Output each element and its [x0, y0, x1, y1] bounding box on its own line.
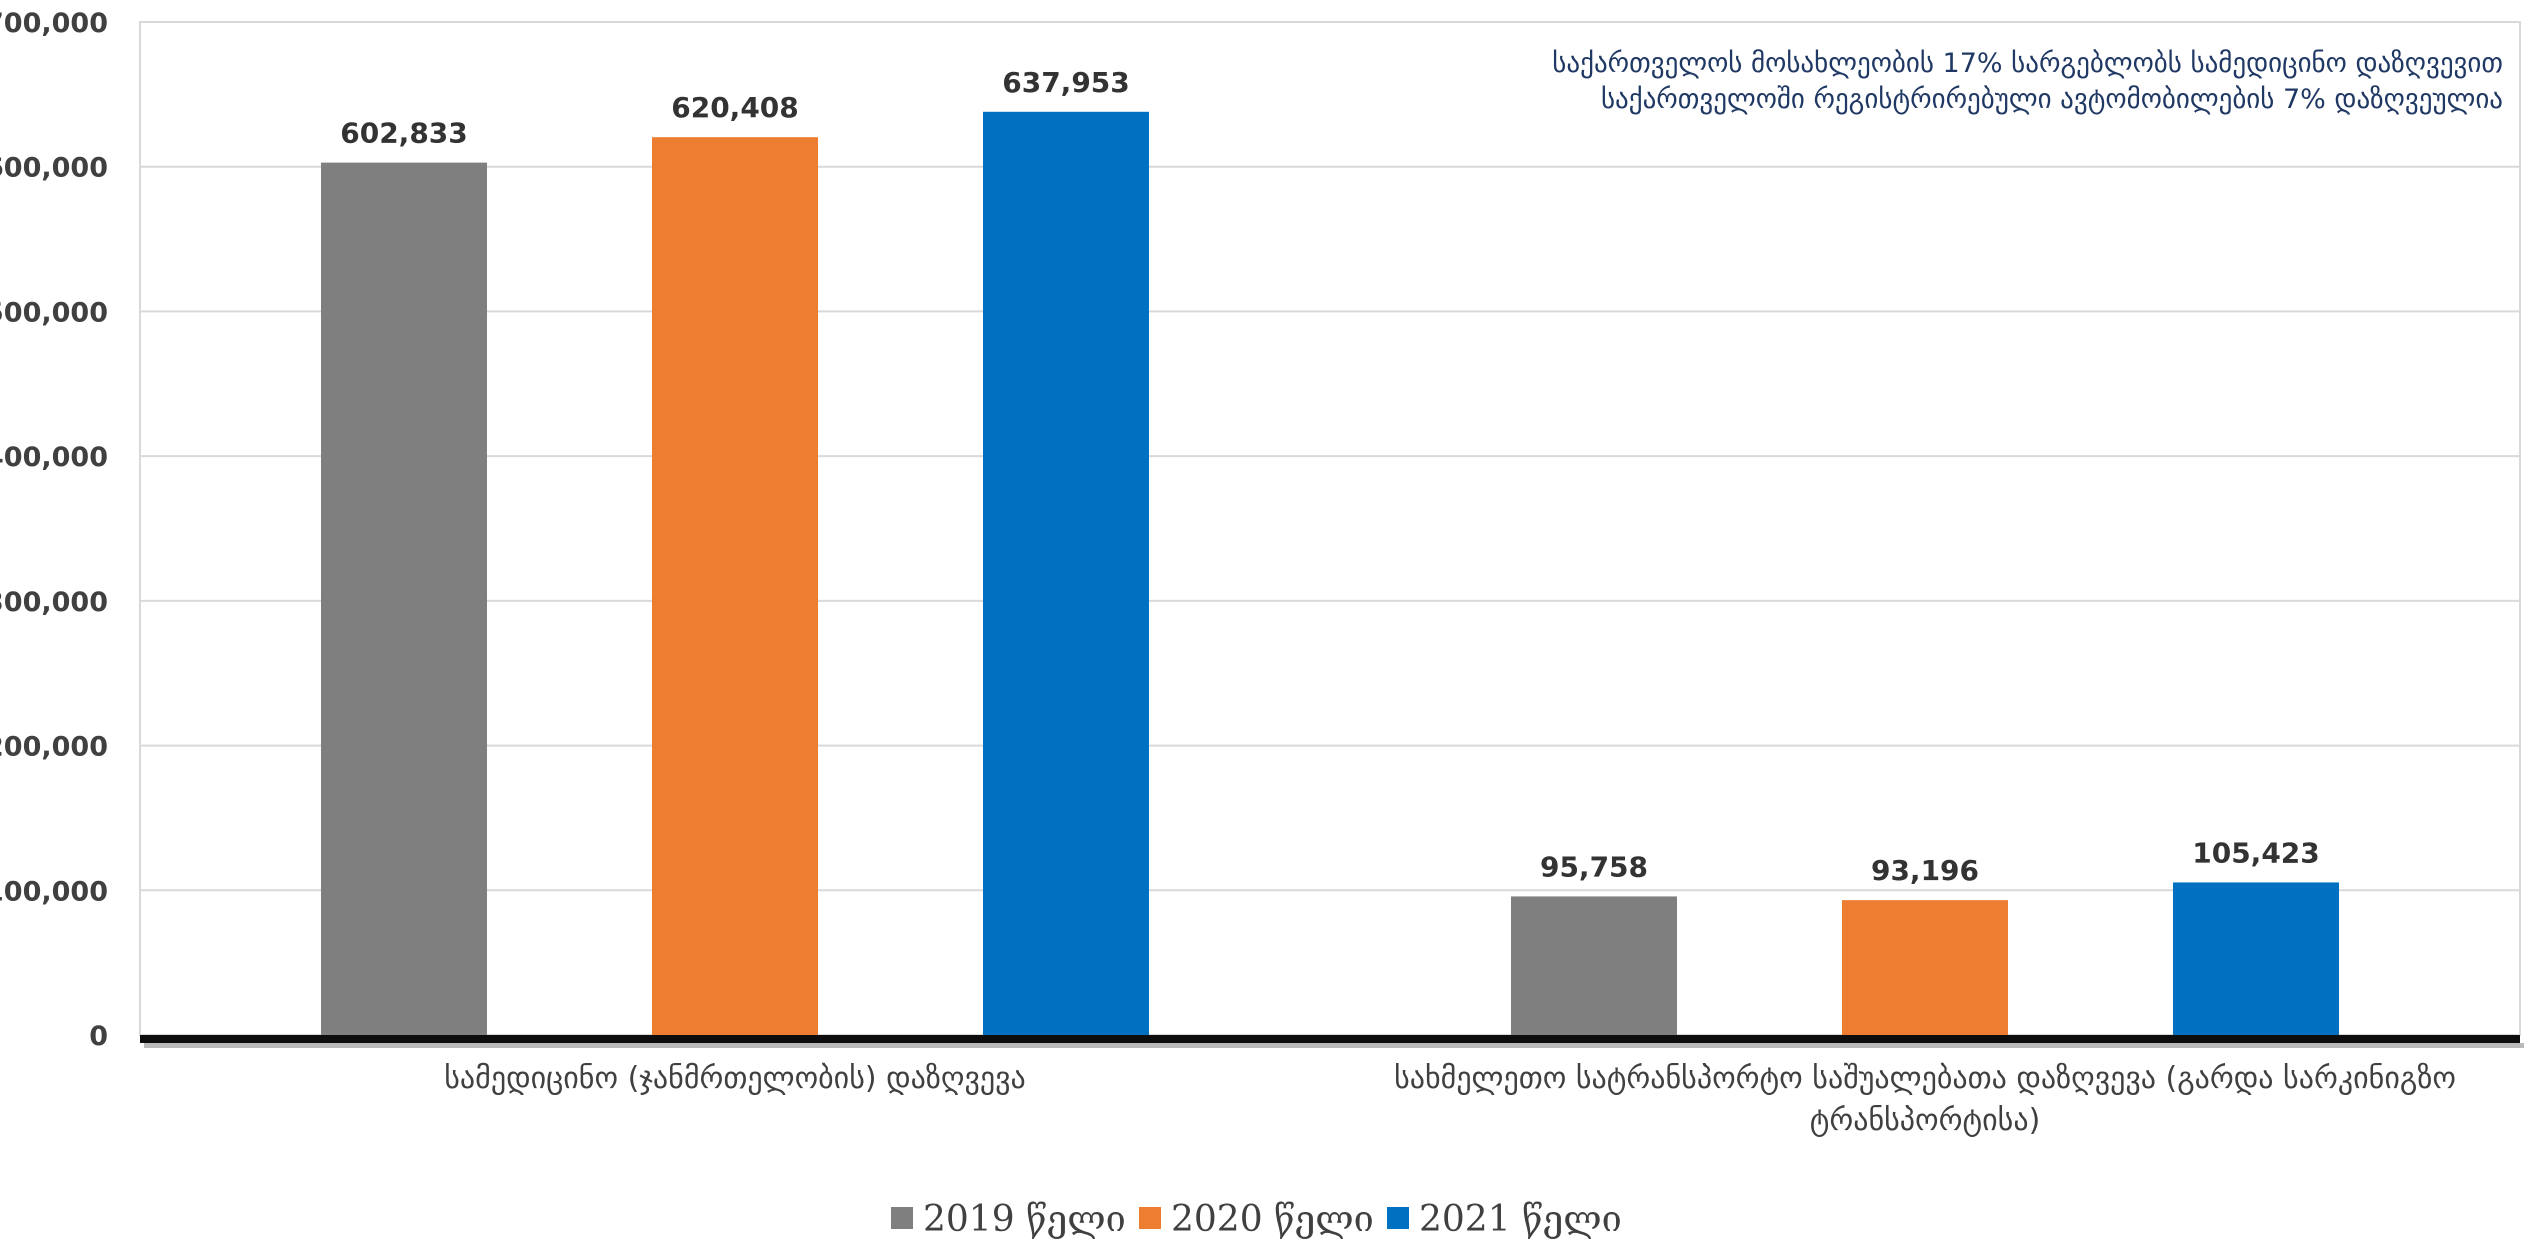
- data-labels: 602,833 620,408 637,953 95,758 93,196 105,423: [340, 66, 2320, 887]
- bar: [1842, 900, 2008, 1035]
- legend-swatch: [1139, 1207, 1161, 1229]
- bar: [652, 137, 818, 1035]
- category-label: სახმელეთო სატრანსპორტო საშუალებათა დაზღვ…: [1394, 1061, 2456, 1096]
- bar: [1511, 896, 1677, 1035]
- category-labels: სამედიცინო (ჯანმრთელობის) დაზღვევა სახმელ…: [444, 1061, 2456, 1138]
- legend: 2019 წელი 2020 წელი 2021 წელი: [891, 1199, 1622, 1240]
- annotation-box: საქართველოს მოსახლეობის 17% სარგებლობს ს…: [1552, 48, 2503, 115]
- legend-swatch: [891, 1207, 913, 1229]
- bars: [321, 111, 2339, 1036]
- y-tick-label: 600,000: [0, 153, 108, 184]
- bar: [2173, 882, 2339, 1035]
- y-tick-label: 400,000: [0, 442, 108, 473]
- gridlines: [139, 21, 2521, 1036]
- data-label: 620,408: [671, 91, 799, 124]
- legend-swatch: [1387, 1207, 1409, 1229]
- bar: [321, 162, 487, 1036]
- data-label: 637,953: [1002, 66, 1130, 99]
- category-label: ტრანსპორტისა): [1810, 1103, 2041, 1138]
- y-tick-label: 0: [89, 1021, 108, 1052]
- annotation-text: საქართველოში რეგისტრირებული ავტომობილები…: [1601, 84, 2503, 115]
- bar: [983, 111, 1149, 1035]
- x-axis-shadow: [144, 1043, 2524, 1048]
- legend-label: 2019 წელი: [923, 1199, 1126, 1240]
- y-tick-label: 500,000: [0, 297, 108, 328]
- y-tick-label: 300,000: [0, 587, 108, 618]
- legend-label: 2021 წელი: [1419, 1199, 1622, 1240]
- x-axis-line: [140, 1035, 2520, 1043]
- data-label: 95,758: [1540, 850, 1648, 883]
- y-tick-label: 700,000: [0, 8, 108, 39]
- y-tick-label: 200,000: [0, 732, 108, 763]
- data-label: 602,833: [340, 117, 468, 150]
- legend-label: 2020 წელი: [1171, 1199, 1374, 1240]
- y-axis-ticks: 0 100,000 200,000 300,000 400,000 500,000 600,…: [0, 8, 108, 1052]
- x-axis: [140, 1035, 2524, 1048]
- annotation-text: საქართველოს მოსახლეობის 17% სარგებლობს ს…: [1552, 48, 2503, 79]
- data-label: 93,196: [1871, 854, 1979, 887]
- plot-area-frame: [139, 21, 2521, 1036]
- data-label: 105,423: [2192, 836, 2320, 869]
- category-label: სამედიცინო (ჯანმრთელობის) დაზღვევა: [444, 1061, 1025, 1096]
- y-tick-label: 100,000: [0, 876, 108, 907]
